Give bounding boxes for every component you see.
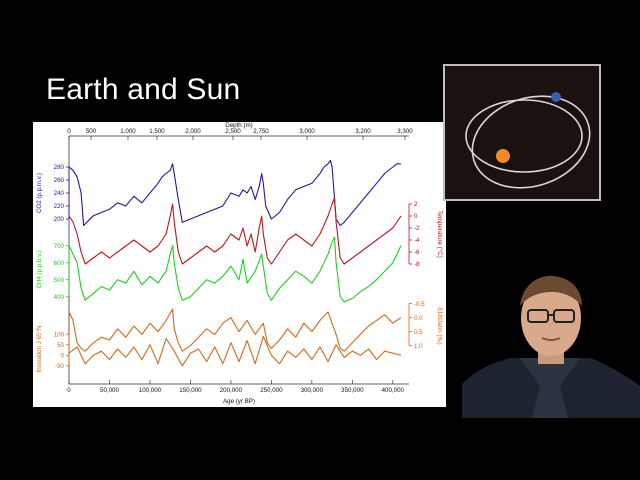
y-tick-label-insolation: 100 — [54, 332, 65, 339]
orbit-diagram — [443, 64, 601, 201]
y-tick-label-co2: 260 — [54, 177, 65, 184]
x-tick-label: 100,000 — [139, 387, 162, 394]
x-tick-label: 150,000 — [179, 387, 202, 394]
top-tick-label: 2,000 — [185, 128, 201, 135]
slide-title: Earth and Sun — [46, 73, 241, 106]
elliptical-orbit-path — [471, 95, 591, 189]
presenter-face — [521, 280, 581, 356]
top-tick-label: 1,000 — [120, 128, 136, 135]
y-axis-title-insolation: Insolation J 65°N — [36, 326, 43, 373]
orbit-svg — [465, 92, 591, 189]
y-axis-title-d18o: δ18Oatm (‰) — [436, 307, 443, 344]
top-tick-label: 2,500 — [225, 128, 241, 135]
y-tick-label-temperature: 2 — [414, 201, 418, 208]
y-tick-label-temperature: -2 — [414, 225, 420, 232]
top-axis-title: Depth (m) — [225, 122, 253, 129]
y-tick-label-temperature: -8 — [414, 261, 420, 268]
x-tick-label: 350,000 — [341, 387, 364, 394]
x-tick-label: 50,000 — [100, 387, 119, 394]
sun-icon — [496, 149, 510, 163]
top-tick-label: 500 — [86, 128, 97, 135]
y-tick-label-ch4: 600 — [54, 260, 65, 267]
y-tick-label-co2: 240 — [54, 190, 65, 197]
x-tick-label: 400,000 — [382, 387, 405, 394]
presenter-video — [462, 262, 640, 418]
y-axis-title-temperature: Temperature (°C) — [436, 210, 443, 258]
y-tick-label-insolation: 50 — [57, 342, 64, 349]
top-tick-label: 3,200 — [355, 128, 371, 135]
top-tick-label: 3,000 — [299, 128, 315, 135]
earth-icon — [551, 92, 561, 102]
x-tick-label: 0 — [67, 387, 71, 394]
top-tick-label: 1,500 — [149, 128, 165, 135]
top-tick-label: 0 — [67, 128, 71, 135]
y-tick-label-ch4: 700 — [54, 243, 65, 250]
y-axis-title-ch4: CH4 (p.p.b.v.) — [36, 250, 43, 288]
series-line-temperature — [68, 197, 402, 265]
y-axis-title-co2: CO2 (p.p.m.v.) — [36, 173, 43, 213]
x-axis-title: Age (yr BP) — [223, 398, 255, 405]
y-tick-label-co2: 200 — [54, 216, 65, 223]
y-tick-label-temperature: -6 — [414, 249, 420, 256]
y-tick-label-d18o: 0.0 — [414, 315, 423, 322]
x-tick-label: 250,000 — [260, 387, 283, 394]
x-tick-label: 200,000 — [220, 387, 243, 394]
chart-panel: 0 500 1,000 1,500 2,000 2,500 2,750 3,000 3,200 3… — [33, 122, 446, 407]
presenter-figure — [462, 275, 640, 418]
y-tick-label-insolation: -50 — [55, 363, 65, 370]
top-tick-label: 2,750 — [253, 128, 269, 135]
presenter-hair — [520, 275, 582, 306]
x-tick-label: 300,000 — [301, 387, 324, 394]
y-tick-label-temperature: 0 — [414, 213, 418, 220]
series-line-d18o — [68, 308, 402, 352]
series-line-co2 — [68, 159, 401, 227]
y-tick-label-ch4: 400 — [54, 294, 65, 301]
y-tick-label-ch4: 500 — [54, 277, 65, 284]
ice-core-chart: 0 500 1,000 1,500 2,000 2,500 2,750 3,000 3,200 3… — [36, 122, 443, 405]
series-line-insolation — [68, 335, 402, 367]
y-tick-label-co2: 280 — [54, 164, 65, 171]
series-line-ch4 — [68, 236, 402, 303]
y-tick-label-d18o: -0.5 — [414, 301, 425, 308]
y-tick-label-d18o: 0.5 — [414, 329, 423, 336]
top-tick-label: 3,300 — [397, 128, 413, 135]
presenter-mouth — [541, 337, 561, 341]
circular-orbit-path — [465, 99, 583, 173]
presenter-collar — [520, 358, 580, 418]
y-tick-label-insolation: 0 — [61, 353, 65, 360]
y-tick-label-temperature: -4 — [414, 237, 420, 244]
y-tick-label-d18o: 1.0 — [414, 343, 423, 350]
y-tick-label-co2: 220 — [54, 203, 65, 210]
